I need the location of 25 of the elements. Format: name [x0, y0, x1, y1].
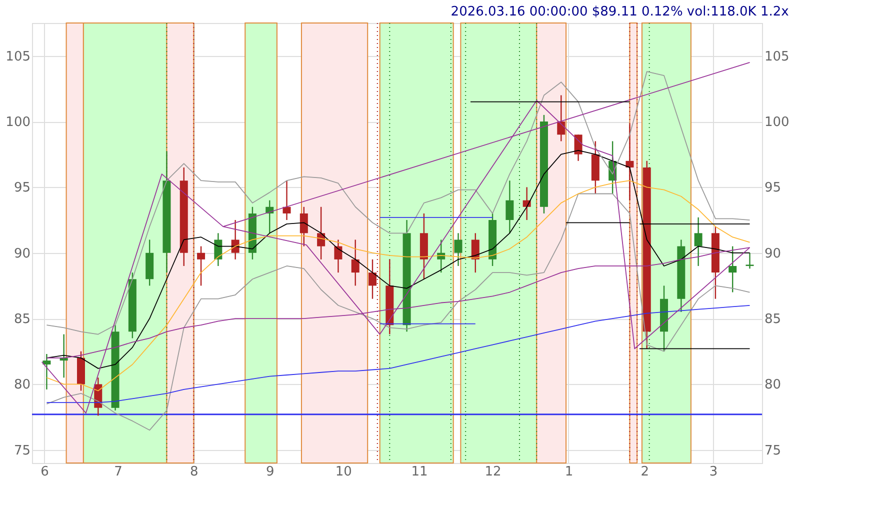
x-tick-label: 9	[266, 464, 274, 480]
y-tick-label: 75	[14, 443, 30, 458]
x-tick-label: 12	[484, 464, 502, 480]
x-tick-label: 3	[709, 464, 718, 480]
y2-tick-label: 95	[764, 180, 782, 196]
y2-tick-label: 80	[764, 378, 782, 393]
y-tick-label: 100	[6, 115, 30, 130]
y2-tick-label: 75	[764, 443, 782, 458]
x-tick-label: 8	[190, 464, 198, 480]
y-tick-label: 105	[6, 49, 30, 64]
y2-tick-label: 105	[764, 49, 790, 64]
y2-tick-label: 90	[764, 246, 782, 262]
x-tick-label: 11	[411, 464, 428, 480]
x-tick-label: 10	[335, 464, 352, 480]
y-tick-label: 95	[14, 180, 30, 196]
x-tick-label: 1	[564, 464, 574, 480]
y-tick-label: 80	[14, 378, 30, 393]
x-tick-label: 6	[40, 464, 49, 480]
chart-title: 2026.03.16 00:00:00 $89.11 0.12% vol:118.0K 1.2x	[450, 4, 790, 20]
x-tick-label: 7	[114, 464, 122, 480]
y2-tick-label: 100	[764, 115, 790, 130]
y2-tick-label: 85	[764, 312, 782, 328]
y-tick-label: 85	[14, 312, 30, 328]
y-tick-label: 90	[14, 246, 30, 262]
x-tick-label: 2	[640, 464, 650, 480]
